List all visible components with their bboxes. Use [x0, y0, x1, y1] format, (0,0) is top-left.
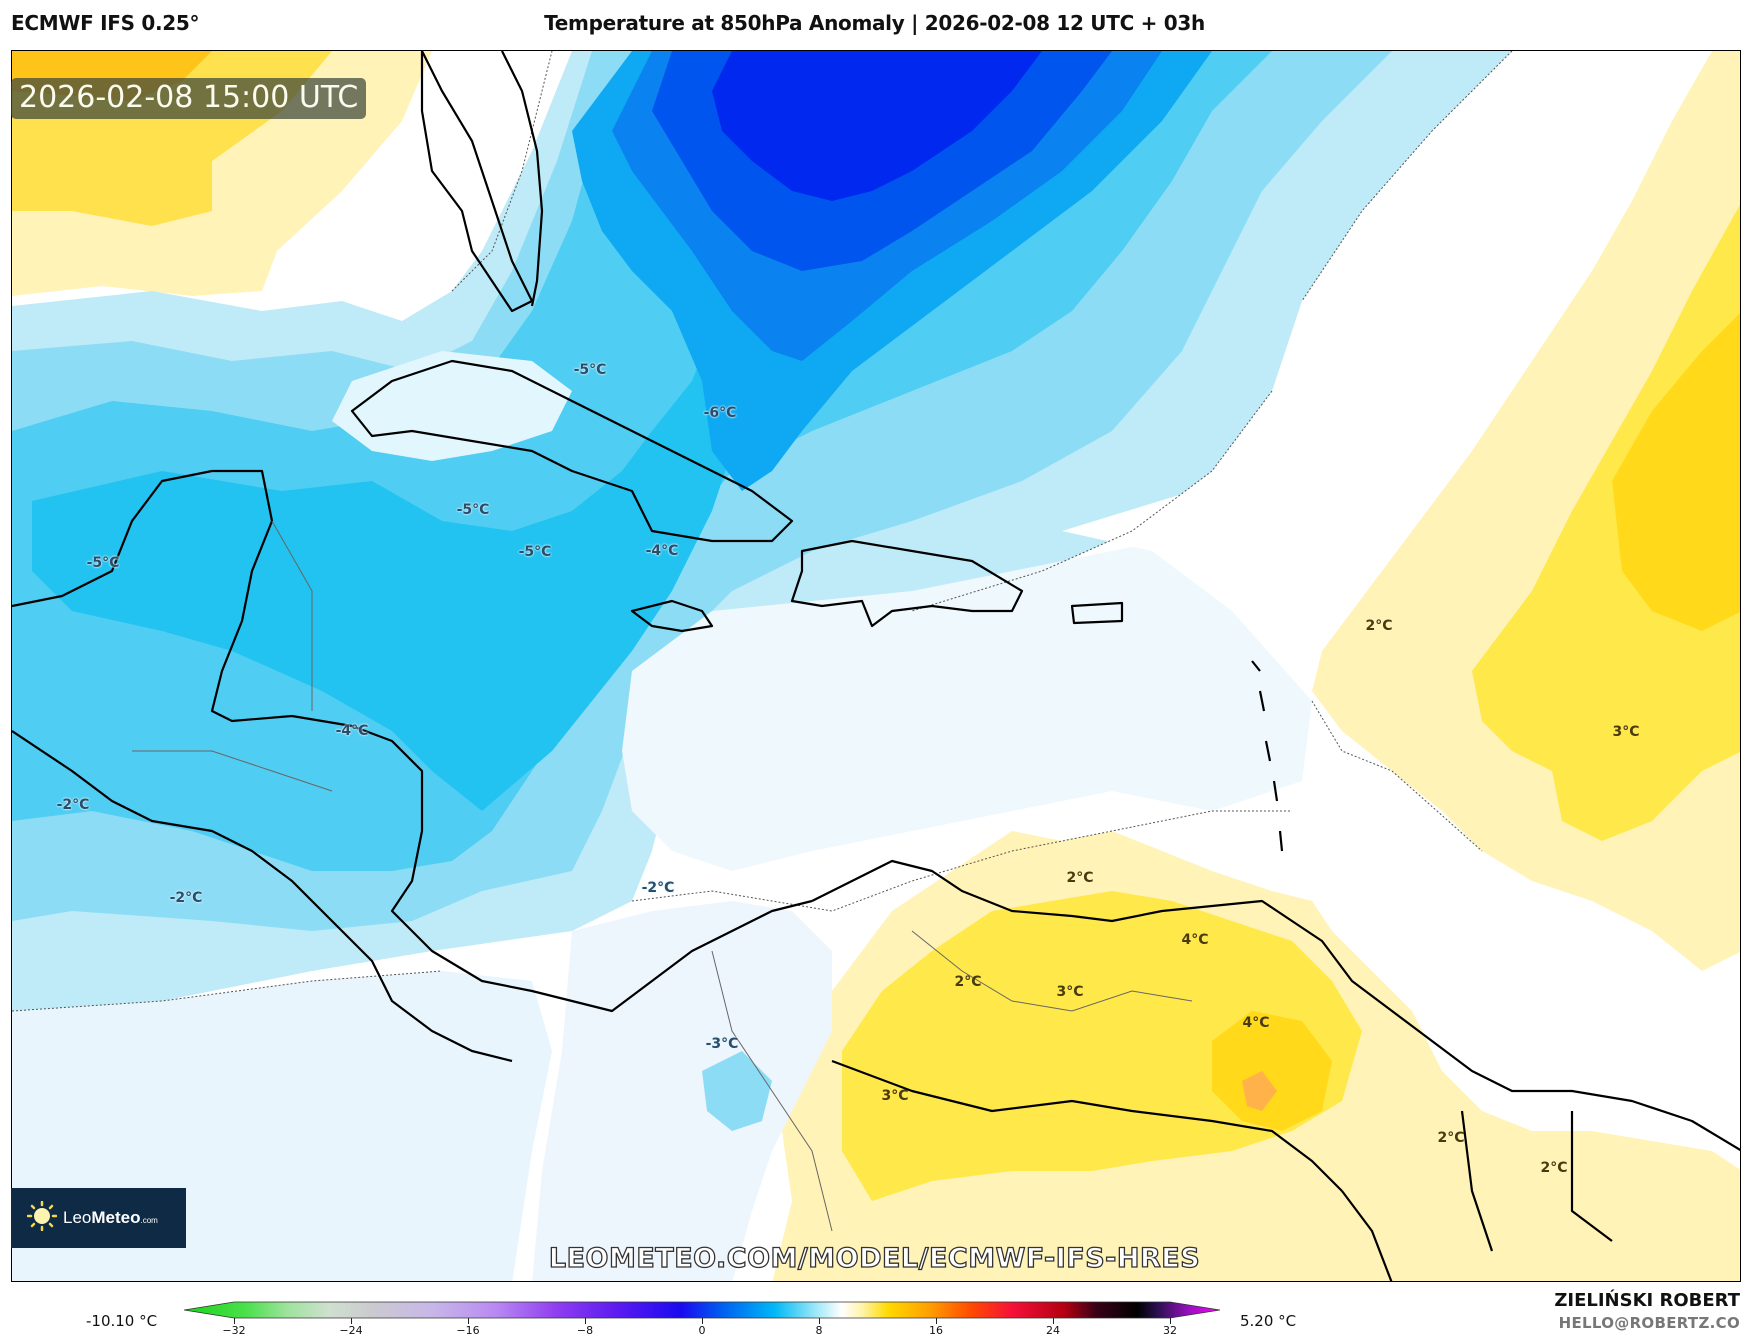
- logo-text: LeoMeteo.com: [63, 1208, 158, 1228]
- contour-value-label: -5°C: [573, 362, 607, 378]
- model-name: ECMWF IFS 0.25°: [11, 11, 200, 35]
- contour-value-label: -3°C: [705, 1036, 739, 1052]
- contour-value-label: -2°C: [169, 890, 203, 906]
- colorbar-tick-mark: [819, 1318, 820, 1324]
- contour-value-label: 4°C: [1242, 1015, 1270, 1031]
- colorbar: [183, 1301, 1221, 1319]
- contour-value-label: 2°C: [1540, 1160, 1568, 1176]
- colorbar-tick-label: 24: [1046, 1324, 1060, 1337]
- colorbar-tick-mark: [234, 1318, 235, 1324]
- contour-value-label: -4°C: [645, 543, 679, 559]
- colorbar-tick-label: −16: [456, 1324, 480, 1337]
- contour-value-label: -5°C: [86, 555, 120, 571]
- logo-brand-suffix: .com: [140, 1216, 158, 1225]
- map-panel[interactable]: [11, 50, 1741, 1282]
- contour-value-label: -4°C: [335, 723, 369, 739]
- contour-value-label: -2°C: [56, 797, 90, 813]
- chart-title: Temperature at 850hPa Anomaly | 2026-02-…: [544, 11, 1205, 35]
- logo-brand-light: Leo: [63, 1208, 92, 1227]
- author-name: ZIELIŃSKI ROBERT: [1554, 1290, 1740, 1311]
- contour-value-label: 2°C: [1437, 1130, 1465, 1146]
- anomaly-field: [12, 51, 1740, 1281]
- colorbar-tick-mark: [468, 1318, 469, 1324]
- leometeo-logo[interactable]: LeoMeteo.com: [11, 1188, 186, 1248]
- contour-value-label: -2°C: [641, 880, 675, 896]
- author-email[interactable]: HELLO@ROBERTZ.CO: [1558, 1314, 1740, 1332]
- field-min-label: -10.10 °C: [86, 1312, 158, 1330]
- contour-value-label: 3°C: [881, 1088, 909, 1104]
- contour-value-label: -5°C: [518, 544, 552, 560]
- contour-value-label: 2°C: [1365, 618, 1393, 634]
- contour-value-label: 3°C: [1612, 724, 1640, 740]
- contour-value-label: 2°C: [1066, 870, 1094, 886]
- contour-value-label: 3°C: [1056, 984, 1084, 1000]
- contour-value-label: 4°C: [1181, 932, 1209, 948]
- colorbar-tick-mark: [1053, 1318, 1054, 1324]
- contour-value-label: 2°C: [954, 974, 982, 990]
- colorbar-tick-label: 16: [929, 1324, 943, 1337]
- colorbar-tick-mark: [585, 1318, 586, 1324]
- colorbar-tick-label: −24: [339, 1324, 363, 1337]
- sun-icon: [26, 1200, 58, 1235]
- colorbar-tick-label: −32: [222, 1324, 246, 1337]
- colorbar-tick-mark: [351, 1318, 352, 1324]
- colorbar-tick-label: 32: [1163, 1324, 1177, 1337]
- colorbar-tick-label: 0: [698, 1324, 706, 1337]
- contour-value-label: -5°C: [456, 502, 490, 518]
- model-url-watermark: LEOMETEO.COM/MODEL/ECMWF-IFS-HRES: [548, 1242, 1201, 1274]
- field-max-label: 5.20 °C: [1240, 1312, 1297, 1330]
- colorbar-tick-label: 8: [815, 1324, 823, 1337]
- logo-brand-bold: Meteo: [91, 1208, 141, 1227]
- colorbar-tick-mark: [702, 1318, 703, 1324]
- contour-value-label: -6°C: [703, 405, 737, 421]
- colorbar-tick-mark: [1170, 1318, 1171, 1324]
- colorbar-tick-mark: [936, 1318, 937, 1324]
- valid-time-badge: 2026-02-08 15:00 UTC: [11, 78, 367, 119]
- colorbar-tick-label: −8: [576, 1324, 594, 1337]
